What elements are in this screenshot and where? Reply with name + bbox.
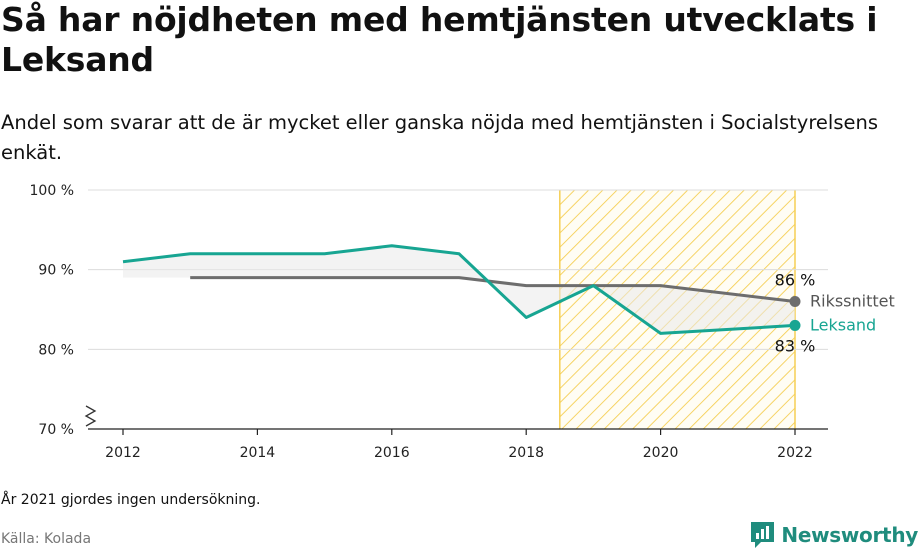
value-label-leksand: 83 % bbox=[775, 336, 816, 355]
series-end-point-leksand bbox=[789, 319, 801, 331]
series-end-point-rikssnittet bbox=[789, 296, 801, 308]
difference-band bbox=[123, 245, 795, 334]
x-tick-label: 2016 bbox=[374, 445, 410, 461]
line-chart: 70 % 80 % 90 % 100 % 2012 2014 2016 2018 2020 20… bbox=[30, 183, 895, 461]
series-line-rikssnittet bbox=[190, 276, 796, 304]
series-label-rikssnittet: Rikssnittet bbox=[810, 292, 895, 311]
newsworthy-logo-icon bbox=[751, 522, 775, 548]
chart-subtitle: Andel som svarar att de är mycket eller … bbox=[1, 111, 879, 164]
value-label-rikssnittet: 86 % bbox=[775, 271, 816, 290]
brand-name: Newsworthy bbox=[781, 523, 918, 547]
x-tick-label: 2012 bbox=[105, 445, 141, 461]
brand[interactable]: Newsworthy bbox=[749, 519, 918, 551]
x-tick-label: 2020 bbox=[643, 445, 679, 461]
axis-break-icon bbox=[84, 405, 97, 427]
footnote: År 2021 gjordes ingen undersökning. bbox=[1, 492, 261, 508]
y-tick-label: 80 % bbox=[38, 342, 74, 358]
series-label-leksand: Leksand bbox=[810, 315, 876, 334]
chart-title: Så har nöjdheten med hemtjänsten utveckl… bbox=[1, 0, 878, 79]
y-tick-label: 70 % bbox=[38, 422, 74, 438]
series-line-leksand bbox=[122, 244, 796, 335]
source-label: Källa: Kolada bbox=[1, 531, 92, 547]
x-tick-label: 2014 bbox=[240, 445, 276, 461]
y-tick-label: 100 % bbox=[30, 183, 74, 199]
x-tick-label: 2022 bbox=[777, 445, 813, 461]
x-tick-label: 2018 bbox=[508, 445, 544, 461]
y-tick-label: 90 % bbox=[38, 263, 74, 279]
